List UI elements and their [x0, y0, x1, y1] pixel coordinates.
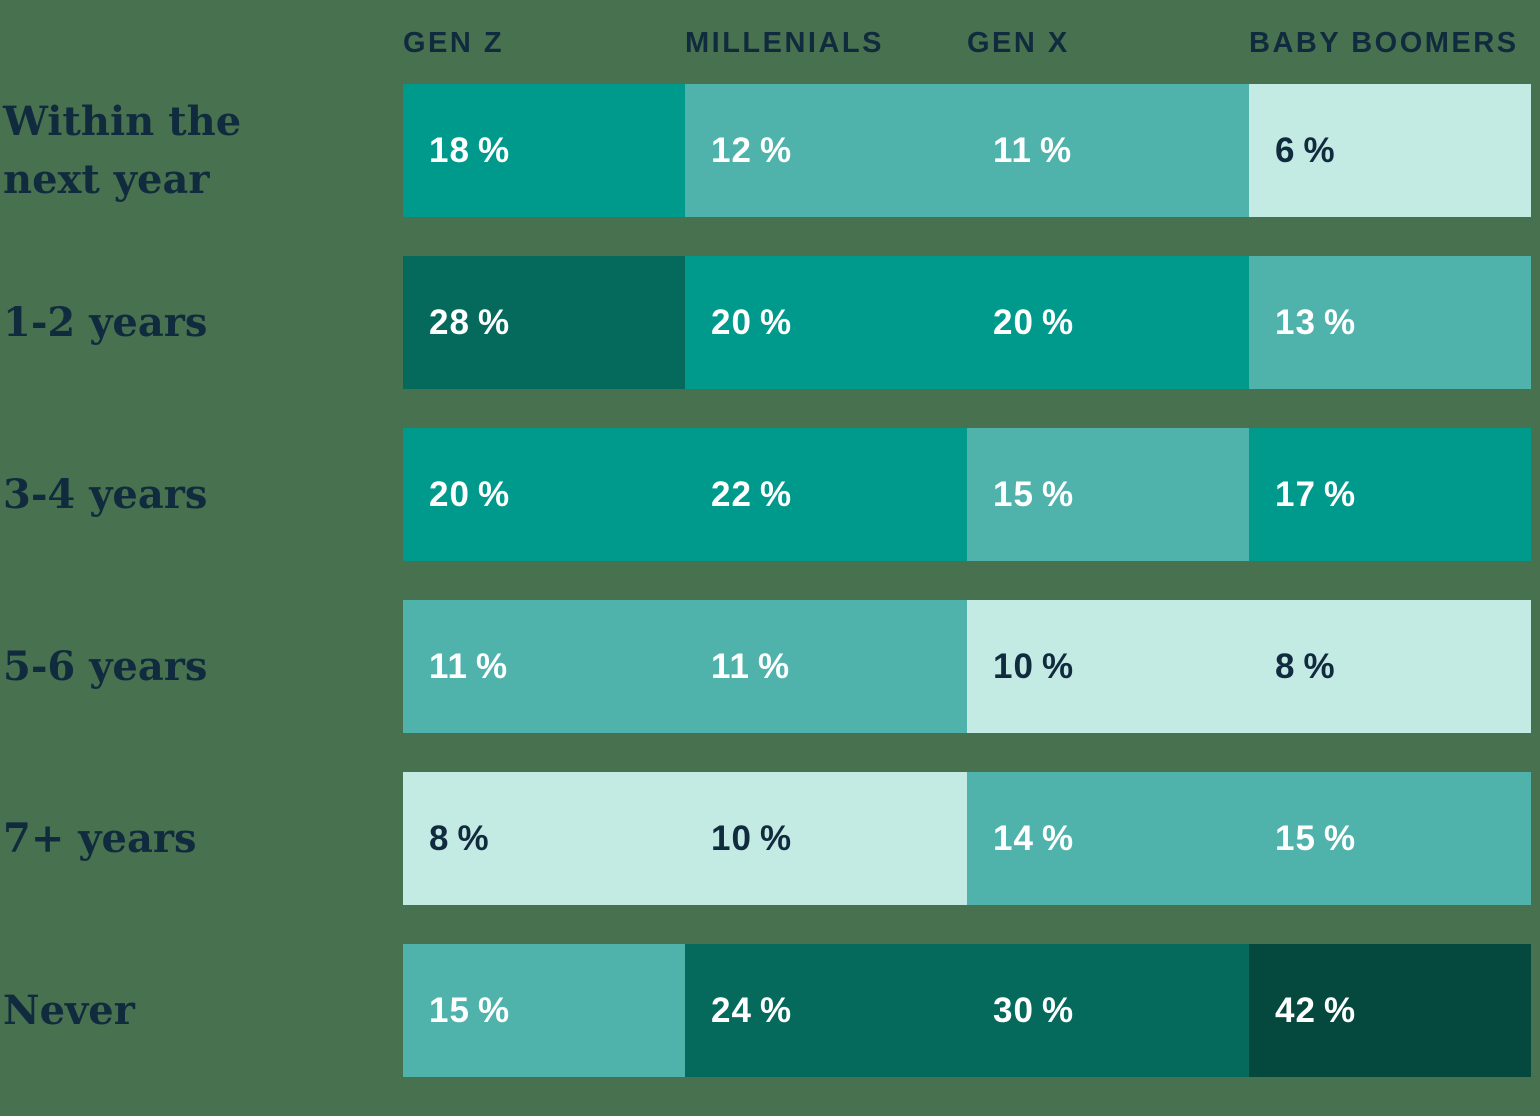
value-cell: 15 % — [403, 944, 685, 1077]
value-cell: 8 % — [403, 772, 685, 905]
value-cell: 20 % — [403, 428, 685, 561]
chart-row: 7+ years 8 %10 %14 %15 % — [0, 772, 1531, 905]
value-cell: 17 % — [1249, 428, 1531, 561]
row-label-text: 5-6 years — [3, 638, 207, 696]
value-cell: 10 % — [967, 600, 1249, 733]
value-cell: 11 % — [967, 84, 1249, 217]
value-cell: 28 % — [403, 256, 685, 389]
row-label: Within the next year — [0, 84, 403, 217]
value-cell: 14 % — [967, 772, 1249, 905]
value-cell: 12 % — [685, 84, 967, 217]
column-header-gen-z: GEN Z — [403, 27, 685, 60]
column-headers: GEN Z MILLENIALS GEN X BABY BOOMERS — [0, 27, 1531, 60]
value-cell: 11 % — [685, 600, 967, 733]
value-cell: 15 % — [1249, 772, 1531, 905]
value-cell: 24 % — [685, 944, 967, 1077]
value-cell: 6 % — [1249, 84, 1531, 217]
chart-row: Within the next year 18 %12 %11 %6 % — [0, 84, 1531, 217]
value-cell: 18 % — [403, 84, 685, 217]
value-cell: 15 % — [967, 428, 1249, 561]
row-label-text: Within the next year — [3, 93, 293, 209]
value-cell: 10 % — [685, 772, 967, 905]
column-header-gen-x: GEN X — [967, 27, 1249, 60]
chart-row: 3-4 years 20 %22 %15 %17 % — [0, 428, 1531, 561]
row-label: Never — [0, 944, 403, 1077]
column-header-millenials: MILLENIALS — [685, 27, 967, 60]
row-label-text: 3-4 years — [3, 466, 207, 524]
value-cell: 8 % — [1249, 600, 1531, 733]
column-header-baby-boomers: BABY BOOMERS — [1249, 27, 1531, 60]
header-spacer — [0, 27, 403, 60]
row-label: 5-6 years — [0, 600, 403, 733]
row-label-text: Never — [3, 982, 135, 1040]
row-label-text: 7+ years — [3, 810, 196, 868]
value-cell: 42 % — [1249, 944, 1531, 1077]
row-label: 3-4 years — [0, 428, 403, 561]
value-cell: 20 % — [685, 256, 967, 389]
value-cell: 22 % — [685, 428, 967, 561]
value-cell: 13 % — [1249, 256, 1531, 389]
value-cell: 30 % — [967, 944, 1249, 1077]
value-cell: 11 % — [403, 600, 685, 733]
row-label: 1-2 years — [0, 256, 403, 389]
row-label-text: 1-2 years — [3, 294, 207, 352]
chart-row: Never 15 %24 %30 %42 % — [0, 944, 1531, 1077]
row-label: 7+ years — [0, 772, 403, 905]
value-cell: 20 % — [967, 256, 1249, 389]
